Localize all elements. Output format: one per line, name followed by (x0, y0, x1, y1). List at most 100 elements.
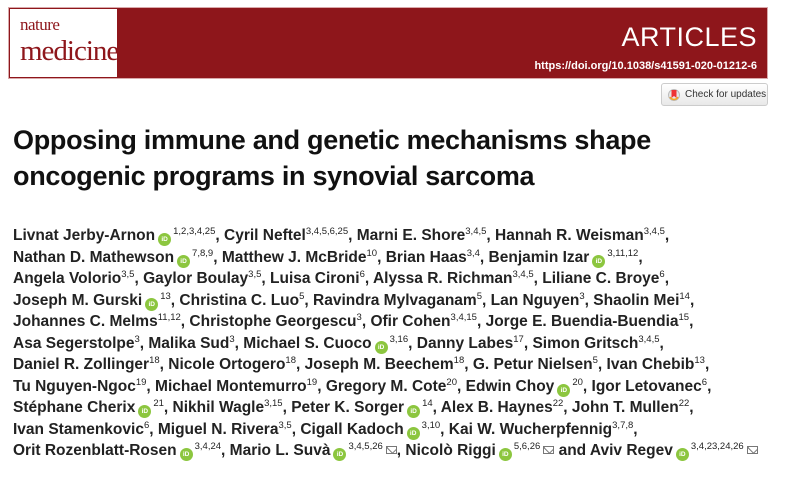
author-name[interactable]: G. Petur Nielsen (472, 356, 593, 373)
author-name[interactable]: Hannah R. Weisman (495, 227, 644, 244)
author-name[interactable]: John T. Mullen (571, 399, 679, 416)
author-affiliations: 14 (679, 290, 690, 302)
author-name[interactable]: Angela Volorio (13, 270, 122, 287)
author-name[interactable]: Marni E. Shore (356, 227, 466, 244)
orcid-icon[interactable]: iD (498, 448, 512, 461)
author-name[interactable]: Joseph M. Beechem (304, 356, 454, 373)
author-name[interactable]: Shaolin Mei (593, 291, 680, 309)
author-affiliations: 3 (229, 333, 235, 345)
author-name[interactable]: Ofir Cohen (370, 313, 451, 330)
author: Stéphane Cherix iD21 (13, 399, 164, 418)
author-name[interactable]: Daniel R. Zollinger (13, 356, 150, 373)
author-name[interactable]: Christina C. Luo (179, 291, 300, 309)
title-line: oncogenic programs in synovial sarcoma (13, 161, 535, 191)
author-affiliations: 3,4,5 (465, 226, 487, 237)
author: Luisa Cironi6 (270, 270, 365, 287)
author-name[interactable]: Nathan D. Mathewson (13, 248, 175, 266)
author: Liliane C. Broye6 (542, 270, 664, 287)
author-name[interactable]: Gregory M. Cote (325, 377, 447, 395)
author-name[interactable]: Aviv Regev (589, 442, 673, 459)
orcid-icon[interactable]: iD (406, 426, 420, 440)
author-affiliations: 5 (476, 290, 483, 302)
author-line: Johannes C. Melms11,12, Christophe Georg… (13, 311, 800, 333)
author-separator: , (163, 399, 173, 416)
author-name[interactable]: Matthew J. McBride (221, 248, 367, 266)
author-name[interactable]: Benjamin Izar (488, 248, 590, 266)
author-name[interactable]: Johannes C. Melms (13, 313, 158, 330)
author-name[interactable]: Lan Nguyen (490, 291, 580, 309)
author-name[interactable]: Gaylor Boulay (143, 270, 249, 287)
author-name[interactable]: Asa Segerstolpe (13, 334, 135, 352)
author-name[interactable]: Cyril Neftel (224, 227, 306, 244)
orcid-icon[interactable]: iD (557, 383, 571, 397)
author-name[interactable]: Brian Haas (385, 248, 467, 266)
orcid-icon[interactable]: iD (592, 254, 606, 268)
author-name[interactable]: Peter K. Sorger (291, 399, 405, 416)
orcid-icon[interactable]: iD (333, 448, 347, 461)
orcid-icon[interactable]: iD (374, 340, 388, 354)
author-name[interactable]: Alyssa R. Richman (372, 270, 513, 287)
author-name[interactable]: Miguel N. Rivera (157, 420, 279, 438)
email-icon[interactable] (385, 446, 397, 454)
author-separator: , (282, 399, 292, 416)
author: Brian Haas3,4 (385, 248, 480, 266)
author-name[interactable]: Orit Rozenblatt-Rosen (13, 442, 177, 459)
author-affiliations: 22 (678, 398, 690, 409)
author-name[interactable]: Michael Montemurro (155, 377, 307, 395)
author-name[interactable]: Liliane C. Broye (542, 270, 660, 287)
author-name[interactable]: Jorge E. Buendia-Buendia (485, 313, 679, 330)
author-name[interactable]: Simon Gritsch (532, 334, 639, 352)
author-name[interactable]: Nicolò Riggi (405, 442, 496, 459)
email-icon[interactable] (543, 446, 555, 454)
author-name[interactable]: Danny Labes (416, 334, 514, 352)
author: Hannah R. Weisman3,4,5 (495, 227, 665, 244)
author-separator: , (296, 356, 305, 373)
orcid-icon[interactable]: iD (179, 448, 193, 461)
author: Aviv Regev iD3,4,23,24,26 (589, 442, 758, 461)
author-name[interactable]: Michael S. Cuoco (243, 334, 372, 352)
author: Mario L. Suvà iD3,4,5,26 (229, 442, 397, 461)
author-name[interactable]: Stéphane Cherix (13, 399, 136, 416)
check-for-updates-button[interactable]: Check for updates (661, 83, 768, 106)
author-name[interactable]: Christophe Georgescu (189, 313, 357, 330)
author-name[interactable]: Malika Sud (148, 334, 230, 352)
author-name[interactable]: Ivan Stamenkovic (13, 420, 144, 438)
author-separator: , (432, 399, 441, 416)
author-affiliations: 18 (453, 355, 465, 366)
author-separator: , (482, 291, 491, 309)
journal-logo[interactable]: nature medicine (10, 9, 119, 77)
author-name[interactable]: Tu Nguyen-Ngoc (13, 377, 136, 395)
author: Joseph M. Beechem18 (305, 356, 465, 373)
author-separator: , (486, 227, 496, 244)
author-affiliations: 3,11,12 (607, 247, 639, 259)
author-separator: , (563, 399, 572, 416)
author-name[interactable]: Joseph M. Gurski (13, 291, 143, 309)
author-separator: , (689, 399, 694, 416)
orcid-icon[interactable]: iD (145, 297, 159, 311)
orcid-icon[interactable]: iD (158, 233, 172, 246)
author-separator: , (291, 420, 301, 438)
doi-link[interactable]: https://doi.org/10.1038/s41591-020-01212… (534, 60, 757, 72)
author-name[interactable]: Nicole Ortogero (168, 356, 286, 373)
email-icon[interactable] (746, 446, 758, 454)
author-name[interactable]: Ivan Chebib (606, 356, 695, 373)
author-name[interactable]: Ravindra Mylvaganam (313, 291, 477, 309)
author-name[interactable]: Edwin Choy (465, 377, 555, 395)
orcid-icon[interactable]: iD (675, 448, 689, 461)
author-name[interactable]: Cigall Kadoch (300, 420, 404, 438)
author: Alyssa R. Richman3,4,5 (373, 270, 534, 287)
author-affiliations: 3 (356, 312, 362, 323)
author-name[interactable]: Alex B. Haynes (440, 399, 553, 416)
author-name[interactable]: Mario L. Suvà (229, 442, 331, 459)
author-name[interactable]: Luisa Cironi (270, 270, 360, 287)
author-name[interactable]: Nikhil Wagle (172, 399, 265, 416)
author-name[interactable]: Kai W. Wucherpfennig (448, 420, 613, 438)
orcid-icon[interactable]: iD (138, 405, 152, 418)
author-name[interactable]: Livnat Jerby-Arnon (13, 227, 156, 244)
author-line: Stéphane Cherix iD21, Nikhil Wagle3,15, P… (13, 397, 800, 419)
orcid-icon[interactable]: iD (177, 254, 191, 268)
author: John T. Mullen22 (572, 399, 689, 416)
author: Simon Gritsch3,4,5 (532, 334, 659, 352)
orcid-icon[interactable]: iD (407, 405, 421, 418)
author-name[interactable]: Igor Letovanec (591, 377, 702, 395)
